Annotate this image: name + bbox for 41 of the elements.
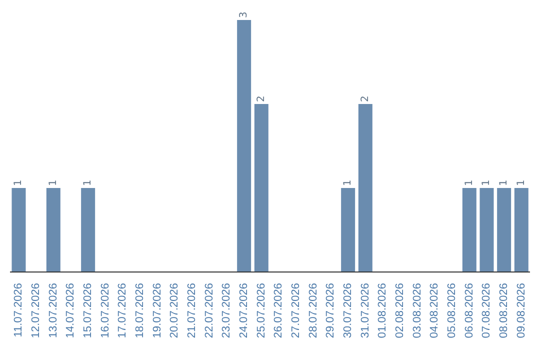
x-tick-label: 11.07.2026 bbox=[12, 283, 25, 338]
x-tick-label: 05.08.2026 bbox=[446, 283, 458, 338]
data-label: 1 bbox=[342, 180, 354, 186]
x-tick-label: 22.07.2026 bbox=[203, 283, 216, 338]
data-label: 1 bbox=[481, 180, 492, 186]
data-label: 2 bbox=[256, 96, 267, 102]
data-label: 1 bbox=[464, 180, 475, 186]
x-tick-label: 03.08.2026 bbox=[411, 283, 424, 338]
x-tick-label: 31.07.2026 bbox=[359, 283, 372, 338]
x-tick-label: 18.07.2026 bbox=[134, 283, 146, 338]
x-tick-label: 29.07.2026 bbox=[324, 283, 337, 338]
data-label: 1 bbox=[516, 180, 527, 186]
x-tick-label: 13.07.2026 bbox=[47, 283, 60, 338]
x-tick-label: 19.07.2026 bbox=[151, 283, 164, 338]
data-label: 1 bbox=[13, 180, 24, 186]
x-tick-label: 24.07.2026 bbox=[238, 283, 250, 338]
x-tick-label: 07.08.2026 bbox=[480, 283, 493, 338]
data-label: 1 bbox=[82, 180, 94, 186]
data-label: 1 bbox=[498, 180, 510, 186]
x-tick-label: 30.07.2026 bbox=[342, 283, 354, 338]
x-tick-label: 04.08.2026 bbox=[428, 283, 441, 338]
data-label: 1 bbox=[48, 180, 59, 186]
x-tick-label: 21.07.2026 bbox=[186, 283, 198, 338]
x-tick-label: 09.08.2026 bbox=[515, 283, 528, 338]
x-tick-label: 02.08.2026 bbox=[394, 283, 406, 338]
x-tick-label: 08.08.2026 bbox=[498, 283, 510, 338]
x-tick-label: 14.07.2026 bbox=[64, 283, 77, 338]
x-tick-label: 23.07.2026 bbox=[220, 283, 233, 338]
x-tick-label: 28.07.2026 bbox=[307, 283, 320, 338]
x-tick-label: 06.08.2026 bbox=[463, 283, 476, 338]
x-tick-label: 15.07.2026 bbox=[82, 283, 94, 338]
x-tick-label: 26.07.2026 bbox=[272, 283, 285, 338]
x-tick-label: 25.07.2026 bbox=[255, 283, 268, 338]
x-tick-label: 27.07.2026 bbox=[290, 283, 302, 338]
x-tick-label: 01.08.2026 bbox=[376, 283, 389, 338]
data-label: 2 bbox=[360, 96, 371, 102]
x-tick-label: 17.07.2026 bbox=[116, 283, 129, 338]
data-label: 3 bbox=[238, 12, 250, 18]
x-tick-label: 20.07.2026 bbox=[168, 283, 181, 338]
x-tick-label: 12.07.2026 bbox=[30, 283, 42, 338]
x-tick-label: 16.07.2026 bbox=[99, 283, 112, 338]
